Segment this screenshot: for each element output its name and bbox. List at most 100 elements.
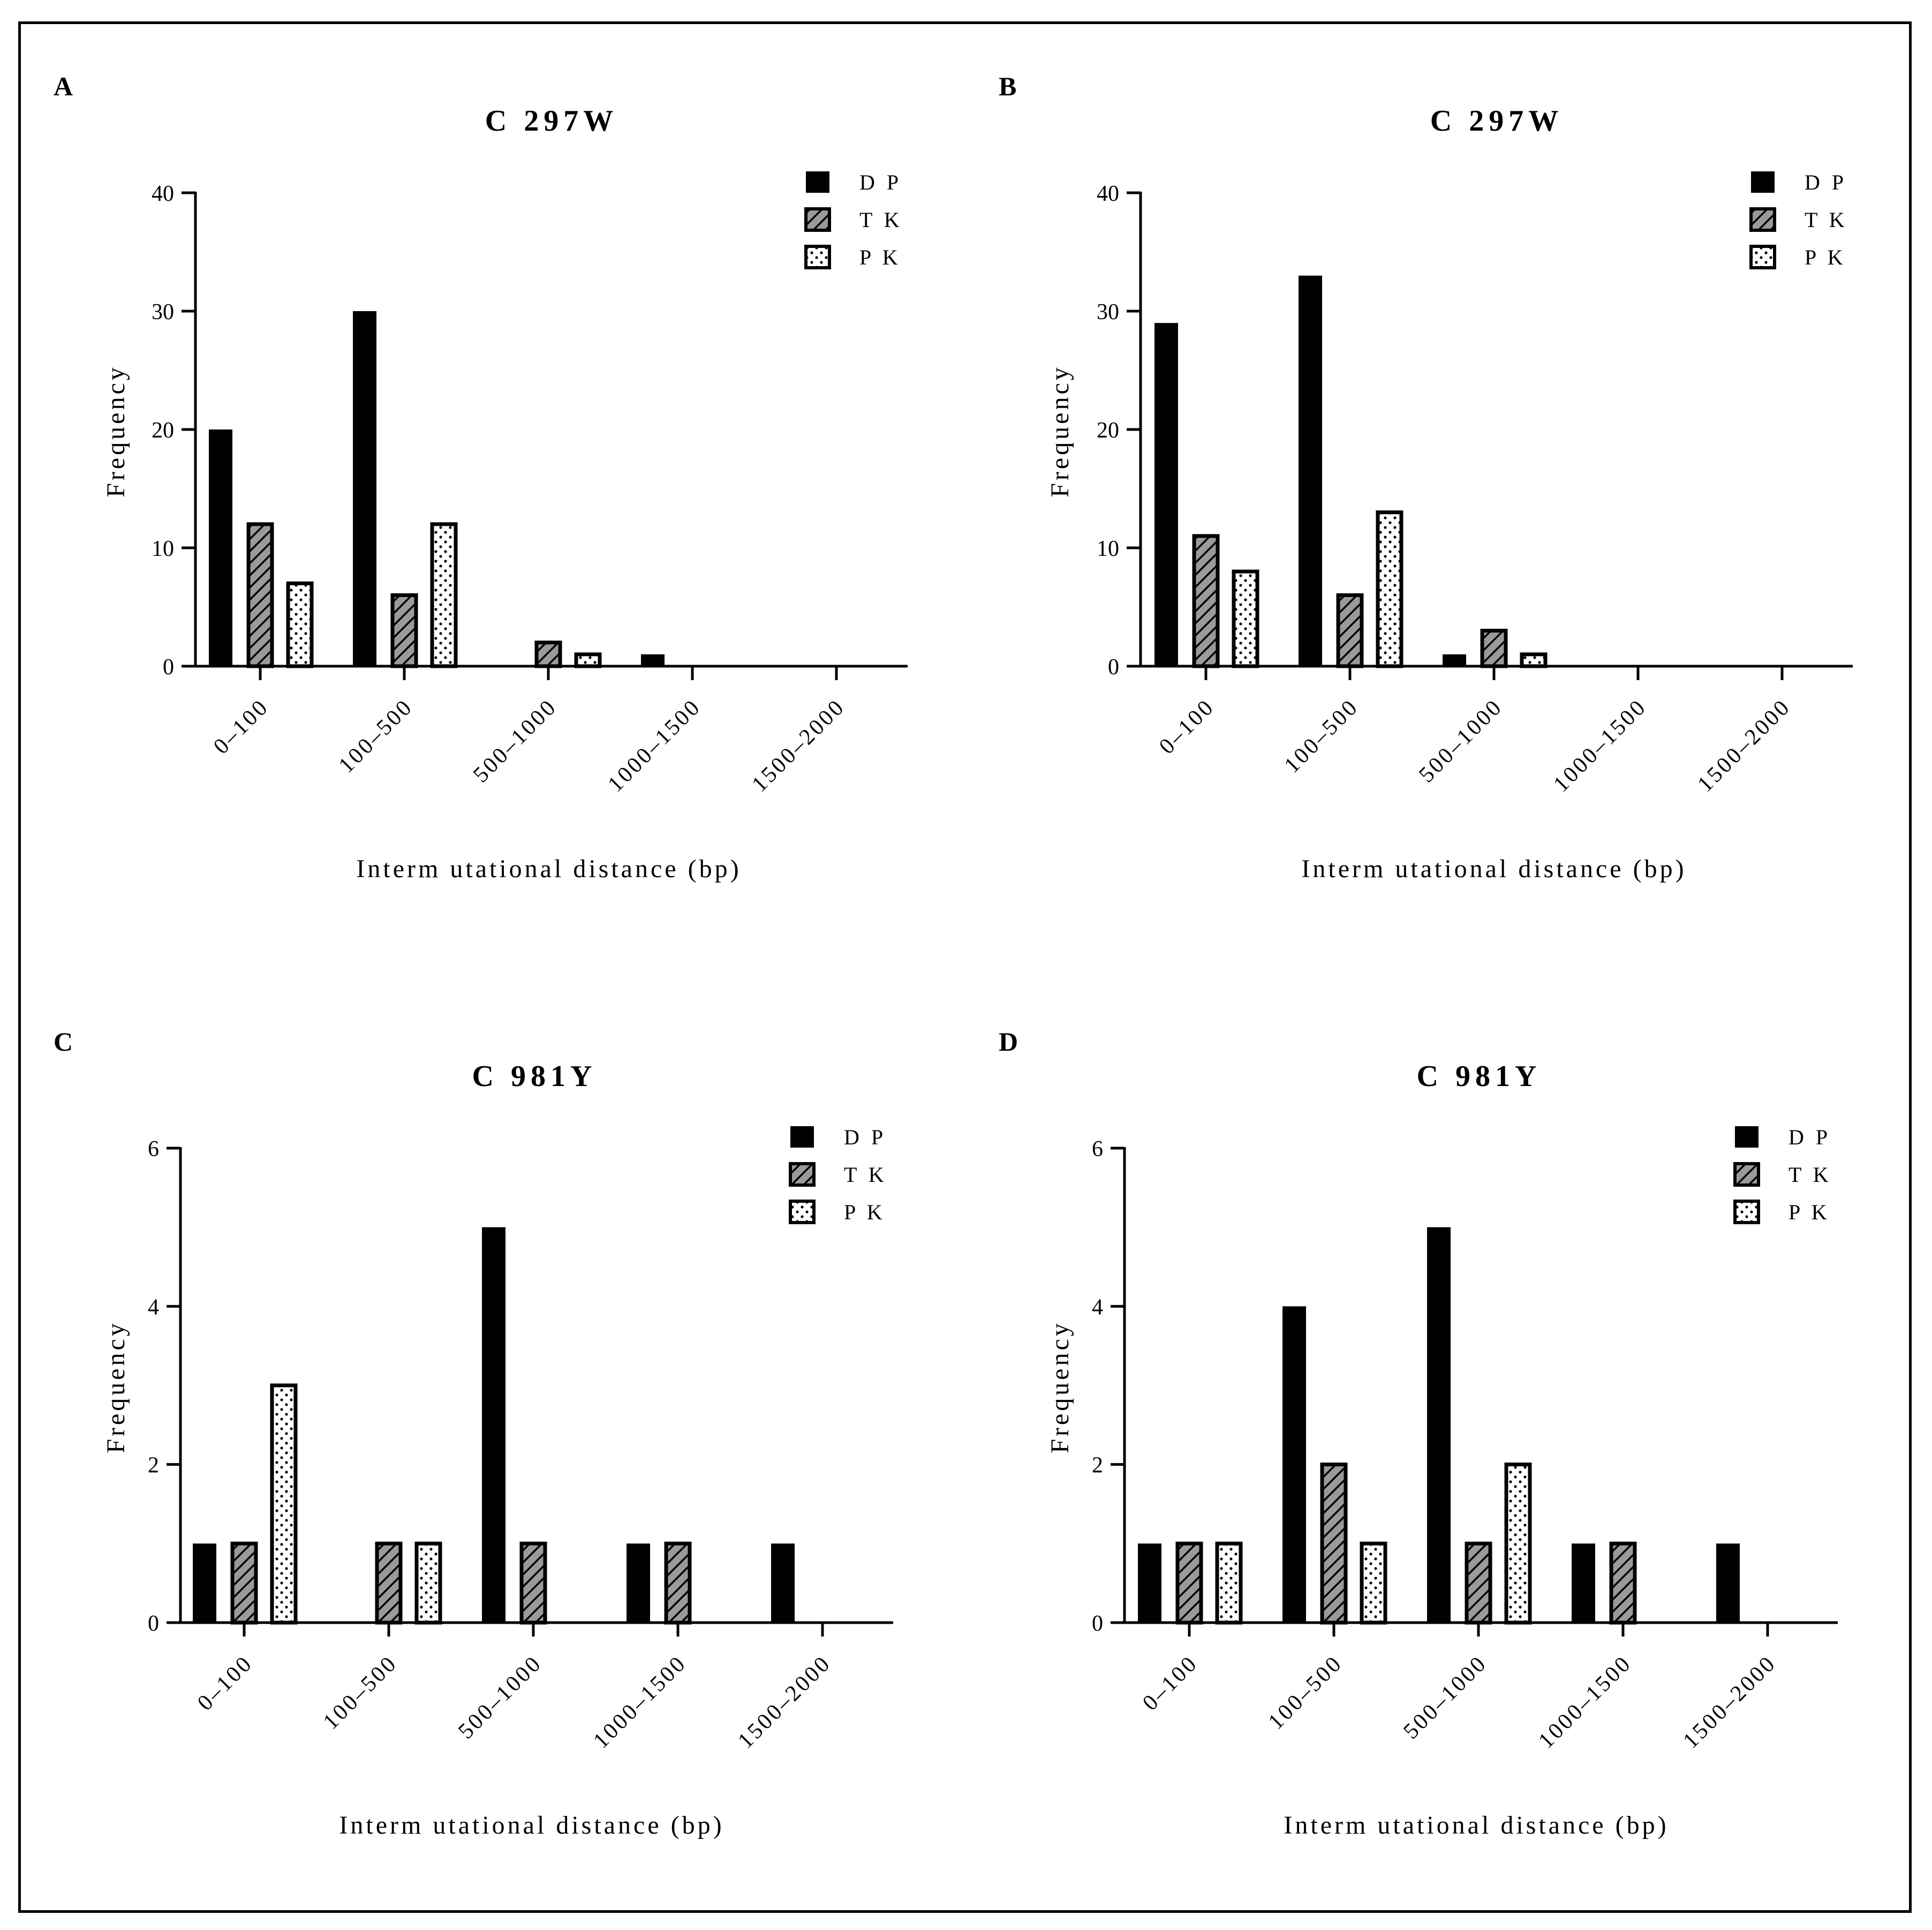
- bar-c-pk-1: [414, 1541, 442, 1625]
- bar-d-dp-2: [1427, 1227, 1451, 1623]
- figure-frame: [18, 21, 1912, 1913]
- legend-swatch-d-pk: [1733, 1200, 1760, 1224]
- bar-a-tk-2: [534, 640, 562, 668]
- bar-d-tk-1: [1320, 1462, 1348, 1625]
- x-tick-label-a-4: 1500–2000: [747, 695, 850, 797]
- panel-b-xlabel: Interm utational distance (bp): [1301, 855, 1686, 883]
- panel-c-xlabel: Interm utational distance (bp): [339, 1811, 724, 1839]
- bar-c-dp-0: [193, 1543, 216, 1623]
- bar-d-pk-2: [1504, 1462, 1532, 1625]
- bar-c-dp-4: [771, 1543, 795, 1623]
- legend-swatch-a-tk: [804, 207, 831, 232]
- x-tick-label-c-0: 0–100: [193, 1651, 258, 1716]
- bar-c-tk-1: [375, 1541, 403, 1625]
- bar-a-tk-0: [246, 522, 274, 668]
- bar-c-tk-0: [230, 1541, 258, 1625]
- bar-a-dp-1: [353, 311, 376, 666]
- panel-a-ylabel: Frequency: [102, 365, 130, 497]
- bar-b-dp-2: [1443, 654, 1466, 666]
- panel-b-ylabel: Frequency: [1046, 365, 1074, 497]
- y-tick-label-c-1: 2: [148, 1453, 159, 1478]
- panel-b-title: C 297W: [1430, 104, 1563, 138]
- bar-a-dp-3: [641, 654, 665, 666]
- bar-a-pk-1: [430, 522, 458, 668]
- x-tick-label-a-1: 100–500: [334, 695, 418, 778]
- bar-c-tk-3: [664, 1541, 692, 1625]
- y-tick-label-d-1: 2: [1092, 1453, 1103, 1478]
- bar-d-dp-0: [1138, 1543, 1161, 1623]
- x-tick-label-c-4: 1500–2000: [733, 1651, 836, 1754]
- legend-swatch-b-dp: [1751, 171, 1775, 193]
- y-tick-label-d-2: 4: [1092, 1295, 1103, 1320]
- bar-b-pk-2: [1520, 652, 1548, 668]
- panel-c-legend: D P T K P K: [789, 1125, 886, 1224]
- x-tick-label-c-1: 100–500: [319, 1651, 402, 1735]
- bar-b-tk-1: [1336, 593, 1364, 668]
- bar-b-tk-2: [1480, 629, 1508, 668]
- panel-d-title: C 981Y: [1417, 1060, 1542, 1093]
- legend-swatch-c-pk: [789, 1200, 816, 1224]
- legend-swatch-b-tk: [1749, 207, 1776, 232]
- legend-swatch-a-dp: [806, 171, 829, 193]
- legend-swatch-d-dp: [1735, 1126, 1759, 1148]
- x-tick-label-b-1: 100–500: [1280, 695, 1363, 778]
- bar-d-pk-1: [1360, 1541, 1387, 1625]
- panel-c-plot: 0 2 4 6 0–100 100–500 500–1000 1000–1500 1500–20…: [148, 1137, 893, 1753]
- bar-b-pk-0: [1232, 569, 1259, 668]
- x-tick-label-a-2: 500–1000: [469, 695, 562, 788]
- legend-label-b-pk: P K: [1805, 245, 1846, 269]
- legend-label-c-dp: D P: [844, 1125, 886, 1149]
- panel-d-letter: D: [999, 1027, 1018, 1057]
- y-tick-label-b-3: 30: [1097, 300, 1119, 325]
- bar-d-dp-3: [1572, 1543, 1595, 1623]
- legend-label-b-tk: T K: [1805, 208, 1848, 232]
- panel-d: D C 981Y Frequency Interm utational dist…: [999, 1027, 1838, 1839]
- bar-c-pk-0: [270, 1383, 298, 1625]
- bar-d-tk-0: [1175, 1541, 1203, 1625]
- panel-c-ylabel: Frequency: [102, 1321, 130, 1453]
- x-tick-label-b-3: 1000–1500: [1549, 695, 1651, 797]
- bar-d-pk-0: [1215, 1541, 1243, 1625]
- y-tick-label-a-3: 30: [152, 300, 174, 325]
- x-tick-label-b-4: 1500–2000: [1693, 695, 1795, 797]
- bar-a-tk-1: [390, 593, 418, 668]
- y-tick-label-b-2: 20: [1097, 418, 1119, 443]
- panel-a-xlabel: Interm utational distance (bp): [356, 855, 741, 883]
- y-tick-label-c-2: 4: [148, 1295, 159, 1320]
- y-tick-label-c-3: 6: [148, 1137, 159, 1162]
- bar-c-tk-2: [519, 1541, 547, 1625]
- y-tick-label-d-3: 6: [1092, 1137, 1103, 1162]
- bar-a-dp-0: [209, 429, 232, 666]
- panel-a-letter: A: [54, 71, 73, 101]
- bar-b-dp-0: [1154, 323, 1178, 666]
- x-tick-label-a-0: 0–100: [209, 695, 274, 759]
- x-tick-label-c-3: 1000–1500: [588, 1651, 691, 1754]
- panel-b-legend: D P T K P K: [1749, 170, 1848, 269]
- bar-c-dp-3: [627, 1543, 650, 1623]
- bar-c-dp-2: [482, 1227, 505, 1623]
- y-tick-label-b-0: 0: [1108, 655, 1119, 680]
- legend-label-c-pk: P K: [844, 1200, 886, 1224]
- x-tick-label-d-1: 100–500: [1264, 1651, 1347, 1735]
- panel-b-letter: B: [999, 71, 1016, 101]
- bar-a-pk-2: [574, 652, 602, 668]
- panel-a-title: C 297W: [485, 104, 618, 138]
- bar-b-tk-0: [1192, 534, 1220, 668]
- bar-a-pk-0: [286, 581, 314, 668]
- legend-swatch-b-pk: [1749, 245, 1776, 269]
- panel-d-plot: 0 2 4 6 0–100 100–500 500–1000 1000–1500 1500–20…: [1092, 1137, 1838, 1753]
- y-tick-label-a-1: 10: [152, 537, 174, 561]
- legend-swatch-d-tk: [1733, 1162, 1760, 1187]
- legend-label-d-pk: P K: [1788, 1200, 1830, 1224]
- legend-label-d-dp: D P: [1788, 1125, 1831, 1149]
- panel-c: C C 981Y Frequency Interm utational dist…: [54, 1027, 893, 1839]
- panel-b-plot: 0 10 20 30 40 0–100 100–500 500–1000 1000–1500 15…: [1097, 182, 1853, 797]
- y-tick-label-a-2: 20: [152, 418, 174, 443]
- x-tick-label-c-2: 500–1000: [454, 1651, 547, 1744]
- bar-b-pk-1: [1376, 510, 1403, 668]
- panel-d-legend: D P T K P K: [1733, 1125, 1831, 1224]
- bar-b-dp-1: [1299, 275, 1322, 666]
- y-tick-label-a-4: 40: [152, 182, 174, 206]
- bar-d-tk-2: [1465, 1541, 1492, 1625]
